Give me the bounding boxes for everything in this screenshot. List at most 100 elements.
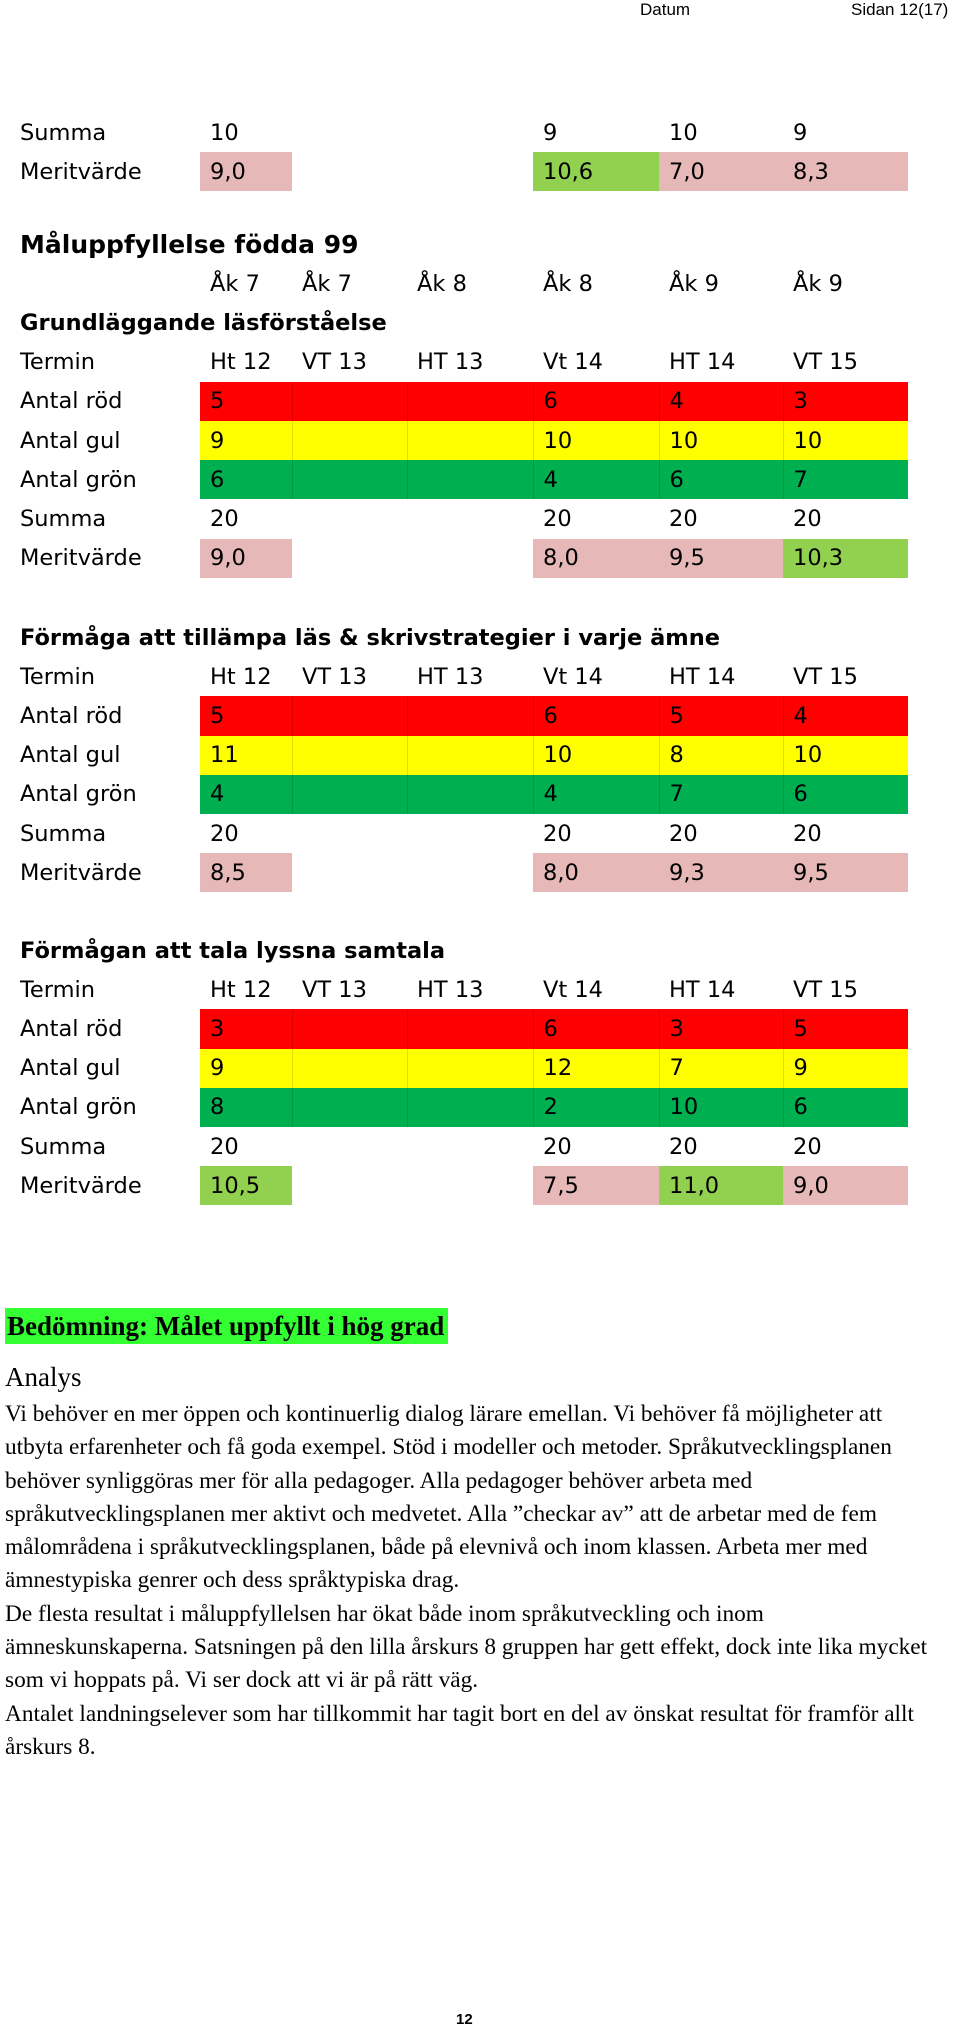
cell: 10	[210, 119, 239, 146]
table-row: Antal röd 5 6 5 4	[20, 696, 908, 736]
cell	[407, 696, 534, 736]
cell: 20	[543, 505, 572, 532]
cell	[407, 774, 534, 814]
year-cell: Åk 7	[302, 270, 352, 297]
cell: 5	[200, 381, 293, 421]
cell: 6	[533, 1009, 660, 1049]
term-cell: Ht 12	[210, 349, 272, 376]
row-label: Meritvärde	[20, 158, 142, 185]
term-cell: Vt 14	[543, 663, 603, 690]
section2-table: Förmåga att tillämpa läs & skrivstrategi…	[20, 618, 908, 893]
cell: 7,5	[533, 1166, 659, 1206]
cell: 20	[669, 820, 698, 847]
term-cell: HT 13	[417, 976, 484, 1003]
table-row: Meritvärde 8,5 8,0 9,3 9,5	[20, 853, 908, 893]
table-row: Summa 20 20 20 20	[20, 814, 908, 853]
cell: 6	[533, 696, 660, 736]
cell: 9,5	[659, 538, 783, 578]
term-cell: HT 14	[669, 976, 736, 1003]
term-cell: VT 13	[302, 976, 367, 1003]
cell: 20	[793, 505, 822, 532]
year-cell: Åk 7	[210, 270, 260, 297]
table-row: Summa 20 20 20 20	[20, 499, 908, 538]
cell: 20	[669, 505, 698, 532]
cell	[292, 1009, 408, 1049]
table-row: Antal gul 9 10 10 10	[20, 420, 908, 461]
cell	[407, 460, 534, 500]
cell: 8,3	[783, 152, 908, 192]
cell	[407, 735, 534, 775]
cell: 9	[200, 1048, 293, 1088]
cell: 11	[200, 735, 293, 775]
row-label: Termin	[20, 349, 96, 376]
cell: 10	[533, 420, 660, 461]
cell	[407, 1127, 533, 1166]
table-row: Meritvärde 10,5 7,5 11,0 9,0	[20, 1166, 908, 1206]
cell	[292, 539, 407, 578]
table-row: Antal gul 9 12 7 9	[20, 1048, 908, 1088]
cell: 9,5	[783, 853, 908, 893]
cell	[407, 539, 533, 578]
page-title: Måluppfyllelse födda 99	[20, 230, 359, 260]
cell	[292, 774, 408, 814]
cell: 20	[543, 820, 572, 847]
row-label: Termin	[20, 663, 96, 690]
termin-row: Termin Ht 12 VT 13 HT 13 Vt 14 HT 14 VT …	[20, 343, 908, 382]
top-summary-table: Summa 10 9 10 9 Meritvärde 9,0 10,6 7,0 …	[20, 113, 908, 192]
year-cell: Åk 9	[793, 270, 843, 297]
cell: 8,0	[533, 538, 659, 578]
table-row: Antal röd 3 6 3 5	[20, 1009, 908, 1049]
cell	[407, 381, 534, 421]
term-cell: HT 13	[417, 663, 484, 690]
cell	[292, 696, 408, 736]
cell	[292, 1166, 407, 1205]
cell: 3	[200, 1009, 293, 1049]
term-cell: Vt 14	[543, 349, 603, 376]
section-heading: Förmåga att tillämpa läs & skrivstrategi…	[20, 624, 720, 651]
table-row: Antal gul 11 10 8 10	[20, 735, 908, 775]
cell	[292, 499, 407, 538]
top-meritvarde-row: Meritvärde 9,0 10,6 7,0 8,3	[20, 152, 908, 192]
row-label: Summa	[20, 820, 107, 847]
term-cell: HT 14	[669, 349, 736, 376]
section3-table: Förmågan att tala lyssna samtala Termin …	[20, 931, 908, 1206]
cell: 10	[533, 735, 660, 775]
cell: 20	[210, 820, 239, 847]
table-row: Antal röd 5 6 4 3	[20, 381, 908, 421]
cell: 12	[533, 1048, 660, 1088]
year-cell: Åk 8	[543, 270, 593, 297]
cell: 3	[793, 388, 808, 415]
row-label: Antal röd	[20, 696, 200, 736]
row-label: Antal röd	[20, 381, 200, 421]
row-label: Termin	[20, 976, 96, 1003]
cell	[292, 113, 407, 152]
cell: 5	[659, 696, 784, 736]
cell: 5	[200, 696, 293, 736]
year-row: Åk 7 Åk 7 Åk 8 Åk 8 Åk 9 Åk 9	[20, 264, 908, 303]
cell: 10,6	[533, 152, 659, 192]
cell	[407, 420, 534, 461]
term-cell: VT 15	[793, 976, 858, 1003]
cell: 3	[659, 1009, 784, 1049]
cell: 11,0	[659, 1166, 783, 1206]
table-row: Antal grön 8 2 10 6	[20, 1087, 908, 1127]
cell: 2	[533, 1087, 660, 1127]
cell	[407, 499, 533, 538]
analys-heading: Analys	[5, 1362, 82, 1392]
cell: 10	[669, 119, 698, 146]
analys-paragraph: Antalet landningselever som har tillkomm…	[5, 1700, 914, 1760]
cell: 20	[669, 1133, 698, 1160]
cell: 10	[659, 1087, 784, 1127]
cell: 9	[543, 119, 558, 146]
cell	[292, 381, 408, 421]
row-label: Antal gul	[20, 735, 200, 775]
cell	[407, 1048, 534, 1088]
cell	[407, 1009, 534, 1049]
cell: 20	[210, 1133, 239, 1160]
cell: 20	[793, 1133, 822, 1160]
row-label: Meritvärde	[20, 859, 142, 886]
cell	[407, 814, 533, 853]
top-summa-row: Summa 10 9 10 9	[20, 113, 908, 152]
row-label: Antal grön	[20, 460, 200, 500]
cell: 5	[793, 1015, 808, 1042]
